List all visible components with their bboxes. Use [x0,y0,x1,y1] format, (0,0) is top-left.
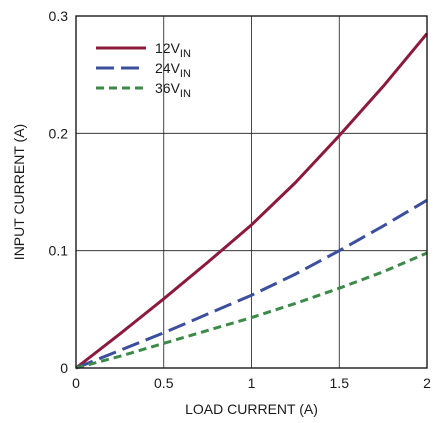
series-line-2 [75,198,428,370]
series-line-3 [75,251,428,370]
series-lines [75,32,429,370]
x-axis-label: LOAD CURRENT (A) [185,401,318,417]
legend-label: 12VIN [155,40,191,60]
y-axis-label: INPUT CURRENT (A) [11,124,27,260]
y-tick-label: 0 [60,360,68,376]
y-tick-label: 0.3 [49,8,69,24]
x-tick-label: 0 [72,375,80,391]
legend-label: 24VIN [155,60,191,80]
legend-label: 36VIN [155,80,191,100]
y-tick-label: 0.2 [49,125,69,141]
grid-lines [76,16,427,368]
x-tick-labels: 0 0.5 1 1.5 2 [72,375,431,391]
x-tick-label: 2 [423,375,431,391]
plot-frame [75,15,428,369]
x-tick-label: 1.5 [330,375,350,391]
y-tick-label: 0.1 [49,243,69,259]
x-tick-label: 0.5 [154,375,174,391]
x-tick-label: 1 [248,375,256,391]
y-tick-labels: 0 0.1 0.2 0.3 [49,8,69,376]
series-line-1 [75,32,429,370]
